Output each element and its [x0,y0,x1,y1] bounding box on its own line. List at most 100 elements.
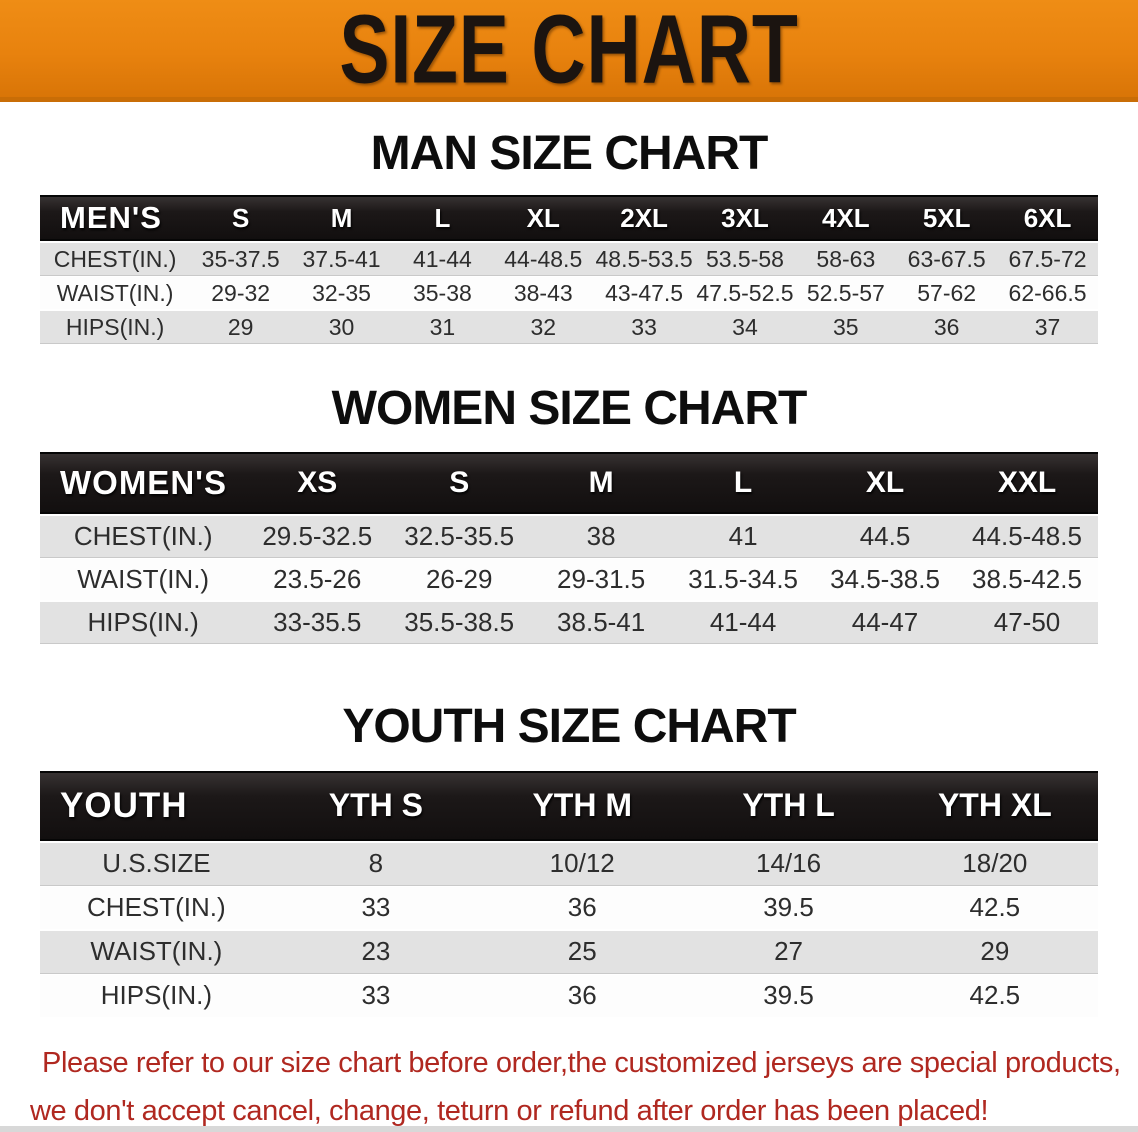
banner-title: SIZE CHART [339,0,799,102]
size-value-cell: 35-37.5 [190,243,292,276]
size-column-header: YTH S [272,770,480,841]
size-value-cell: 27 [685,930,892,973]
size-value-cell: 23.5-26 [246,559,389,601]
size-value-cell: 29-31.5 [530,559,673,601]
size-value-cell: 39.5 [685,886,892,929]
size-value-cell: 35 [795,311,897,344]
size-column-header: 6XL [997,195,1098,242]
size-column-header: L [672,452,815,515]
size-value-cell: 29-32 [190,277,292,310]
measurement-row: WAIST(IN.) 29-32 32-35 35-38 38-43 43-47.5 47.… [40,277,1098,310]
size-value-cell: 42.5 [891,974,1098,1017]
size-value-cell: 30 [291,311,392,344]
size-value-cell: 38.5-42.5 [955,559,1098,601]
size-value-cell: 58-63 [795,243,897,276]
size-value-cell: 62-66.5 [997,277,1098,310]
size-value-cell: 23 [272,930,480,973]
men-size-section: MAN SIZE CHART MEN'S S M L XL 2XL 3XL 4XL 5XL 6XL… [0,126,1138,345]
size-value-cell: 44.5-48.5 [955,516,1098,558]
size-value-cell: 32-35 [291,277,392,310]
measurement-row-label: HIPS(IN.) [40,602,247,644]
size-value-cell: 29.5-32.5 [246,516,389,558]
size-column-header: XS [246,452,389,515]
size-value-cell: 35-38 [391,277,493,310]
measurement-row: HIPS(IN.) 29 30 31 32 33 34 35 36 37 [40,311,1098,344]
size-value-cell: 38-43 [492,277,594,310]
size-value-cell: 32 [492,311,594,344]
size-value-cell: 36 [896,311,998,344]
women-section-title: WOMEN SIZE CHART [331,382,808,436]
measurement-row-label: WAIST(IN.) [40,559,247,601]
size-value-cell: 44-48.5 [492,243,594,276]
size-column-header: 5XL [896,195,998,242]
size-column-header: 3XL [694,195,796,242]
measurement-row: HIPS(IN.) 33 36 39.5 42.5 [40,974,1098,1017]
size-column-header: L [391,195,493,242]
women-size-table: WOMEN'S XS S M L XL XXL CHEST(IN.) 29.5-32.5 32.5… [40,450,1098,645]
size-value-cell: 36 [479,974,686,1017]
size-value-cell: 32.5-35.5 [388,516,531,558]
size-value-cell: 44-47 [814,602,956,644]
size-value-cell: 42.5 [891,886,1098,929]
measurement-row-label: CHEST(IN.) [40,886,273,929]
measurement-row-label: CHEST(IN.) [40,243,191,276]
bottom-edge-strip [0,1126,1138,1132]
size-value-cell: 52.5-57 [795,277,897,310]
order-disclaimer: Please refer to our size chart before or… [30,1039,1138,1132]
size-value-cell: 41-44 [391,243,493,276]
size-value-cell: 53.5-58 [694,243,796,276]
size-value-cell: 37 [997,311,1098,344]
measurement-row: CHEST(IN.) 35-37.5 37.5-41 41-44 44-48.5 48.5… [40,243,1098,276]
youth-size-section: YOUTH SIZE CHART YOUTH YTH S YTH M YTH L YTH… [0,699,1138,1018]
size-value-cell: 18/20 [891,842,1098,885]
measurement-row-label: U.S.SIZE [40,842,273,885]
men-section-title: MAN SIZE CHART [370,127,769,180]
size-column-header: M [291,195,392,242]
size-value-cell: 31.5-34.5 [672,559,815,601]
size-column-header: YTH XL [891,770,1098,841]
size-value-cell: 29 [891,930,1098,973]
measurement-row: U.S.SIZE 8 10/12 14/16 18/20 [40,842,1098,885]
youth-section-title: YOUTH SIZE CHART [342,700,796,754]
size-value-cell: 47.5-52.5 [694,277,796,310]
measurement-row: WAIST(IN.) 23 25 27 29 [40,930,1098,973]
size-column-header: XL [492,195,594,242]
size-column-header: YTH M [479,770,686,841]
size-value-cell: 26-29 [388,559,531,601]
table-header-label: YOUTH [40,770,273,841]
size-value-cell: 43-47.5 [593,277,695,310]
size-value-cell: 37.5-41 [291,243,392,276]
size-value-cell: 31 [391,311,493,344]
size-value-cell: 33 [272,886,480,929]
men-size-table: MEN'S S M L XL 2XL 3XL 4XL 5XL 6XL CHEST(IN.) 35-37… [40,193,1098,345]
size-value-cell: 47-50 [955,602,1098,644]
size-value-cell: 29 [190,311,292,344]
size-value-cell: 57-62 [896,277,998,310]
measurement-row: HIPS(IN.) 33-35.5 35.5-38.5 38.5-41 41-44 44-… [40,602,1098,644]
measurement-row-label: HIPS(IN.) [40,974,273,1017]
table-header-label: MEN'S [40,195,191,242]
size-value-cell: 33-35.5 [246,602,389,644]
disclaimer-line-1: Please refer to our size chart before or… [42,1046,1121,1079]
size-value-cell: 38.5-41 [530,602,673,644]
size-value-cell: 34 [694,311,796,344]
size-column-header: S [388,452,531,515]
size-column-header: 4XL [795,195,897,242]
women-size-section: WOMEN SIZE CHART WOMEN'S XS S M L XL XXL CHEST(… [0,381,1138,645]
size-value-cell: 33 [593,311,695,344]
size-value-cell: 33 [272,974,480,1017]
measurement-row: CHEST(IN.) 29.5-32.5 32.5-35.5 38 41 44.5 44.5… [40,516,1098,558]
size-value-cell: 63-67.5 [896,243,998,276]
measurement-row-label: WAIST(IN.) [40,930,273,973]
size-value-cell: 48.5-53.5 [593,243,695,276]
size-value-cell: 41 [672,516,815,558]
size-value-cell: 44.5 [814,516,956,558]
size-value-cell: 67.5-72 [997,243,1098,276]
disclaimer-line-2: we don't accept cancel, change, teturn o… [30,1094,989,1127]
size-value-cell: 35.5-38.5 [388,602,531,644]
size-value-cell: 39.5 [685,974,892,1017]
size-value-cell: 8 [272,842,480,885]
size-value-cell: 14/16 [685,842,892,885]
size-column-header: YTH L [685,770,892,841]
measurement-row-label: HIPS(IN.) [40,311,191,344]
